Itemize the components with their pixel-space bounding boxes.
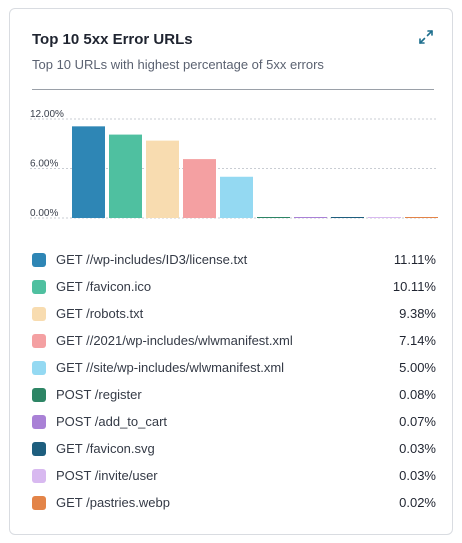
chart-bar[interactable] [220,176,253,218]
chart-bar[interactable] [368,217,401,218]
legend-value: 7.14% [399,333,436,348]
legend-swatch [32,387,46,402]
legend-swatch [32,441,46,456]
chart-bar[interactable] [294,217,327,218]
legend-value: 0.02% [399,495,436,510]
legend-swatch [32,468,46,483]
legend-value: 9.38% [399,306,436,321]
legend-value: 10.11% [392,279,436,294]
legend-value: 5.00% [399,360,436,375]
legend-item[interactable]: GET //wp-includes/ID3/license.txt 11.11% [32,246,436,273]
legend-item[interactable]: POST /register 0.08% [32,381,436,408]
legend-swatch [32,414,46,429]
y-tick-label: 12.00% [30,109,64,120]
legend-label: GET //wp-includes/ID3/license.txt [56,252,248,267]
legend-item[interactable]: GET /favicon.ico 10.11% [32,273,436,300]
chart-bar[interactable] [331,217,364,218]
chart-bar[interactable] [257,217,290,218]
legend-value: 0.08% [399,387,436,402]
legend-label: GET /robots.txt [56,306,144,321]
y-tick-label: 0.00% [30,208,58,219]
legend-label: GET /pastries.webp [56,495,170,510]
chart-bar[interactable] [72,126,105,218]
legend-label: POST /register [56,387,142,402]
legend-value: 0.03% [399,468,436,483]
chart-legend: GET //wp-includes/ID3/license.txt 11.11% G… [32,246,436,516]
error-urls-card: Top 10 5xx Error URLs Top 10 URLs with h… [9,8,453,535]
legend-value: 11.11% [393,252,436,267]
bar-chart: 12.00% 6.00% 0.00% [30,109,438,219]
card-title: Top 10 5xx Error URLs [32,31,193,48]
chart-bar[interactable] [146,140,179,218]
title-divider [32,89,434,90]
legend-item[interactable]: GET /favicon.svg 0.03% [32,435,436,462]
chart-bar[interactable] [109,134,142,218]
legend-item[interactable]: GET /pastries.webp 0.02% [32,489,436,516]
legend-value: 0.07% [399,414,436,429]
y-tick-label: 6.00% [30,159,58,170]
legend-swatch [32,360,46,375]
legend-label: POST /invite/user [56,468,158,483]
legend-item[interactable]: GET //site/wp-includes/wlwmanifest.xml 5.… [32,354,436,381]
legend-swatch [32,306,46,321]
legend-swatch [32,333,46,348]
chart-bar[interactable] [183,159,216,218]
legend-label: GET /favicon.ico [56,279,152,294]
legend-value: 0.03% [399,441,436,456]
legend-label: GET //site/wp-includes/wlwmanifest.xml [56,360,285,375]
legend-label: POST /add_to_cart [56,414,168,429]
legend-swatch [32,495,46,510]
legend-swatch [32,252,46,267]
legend-label: GET //2021/wp-includes/wlwmanifest.xml [56,333,293,348]
expand-arrows-icon[interactable] [418,29,434,45]
legend-item[interactable]: GET /robots.txt 9.38% [32,300,436,327]
legend-item[interactable]: POST /invite/user 0.03% [32,462,436,489]
card-subtitle: Top 10 URLs with highest percentage of 5… [32,57,324,72]
legend-item[interactable]: GET //2021/wp-includes/wlwmanifest.xml 7.… [32,327,436,354]
chart-bar[interactable] [405,217,438,218]
legend-swatch [32,279,46,294]
legend-label: GET /favicon.svg [56,441,155,456]
legend-item[interactable]: POST /add_to_cart 0.07% [32,408,436,435]
